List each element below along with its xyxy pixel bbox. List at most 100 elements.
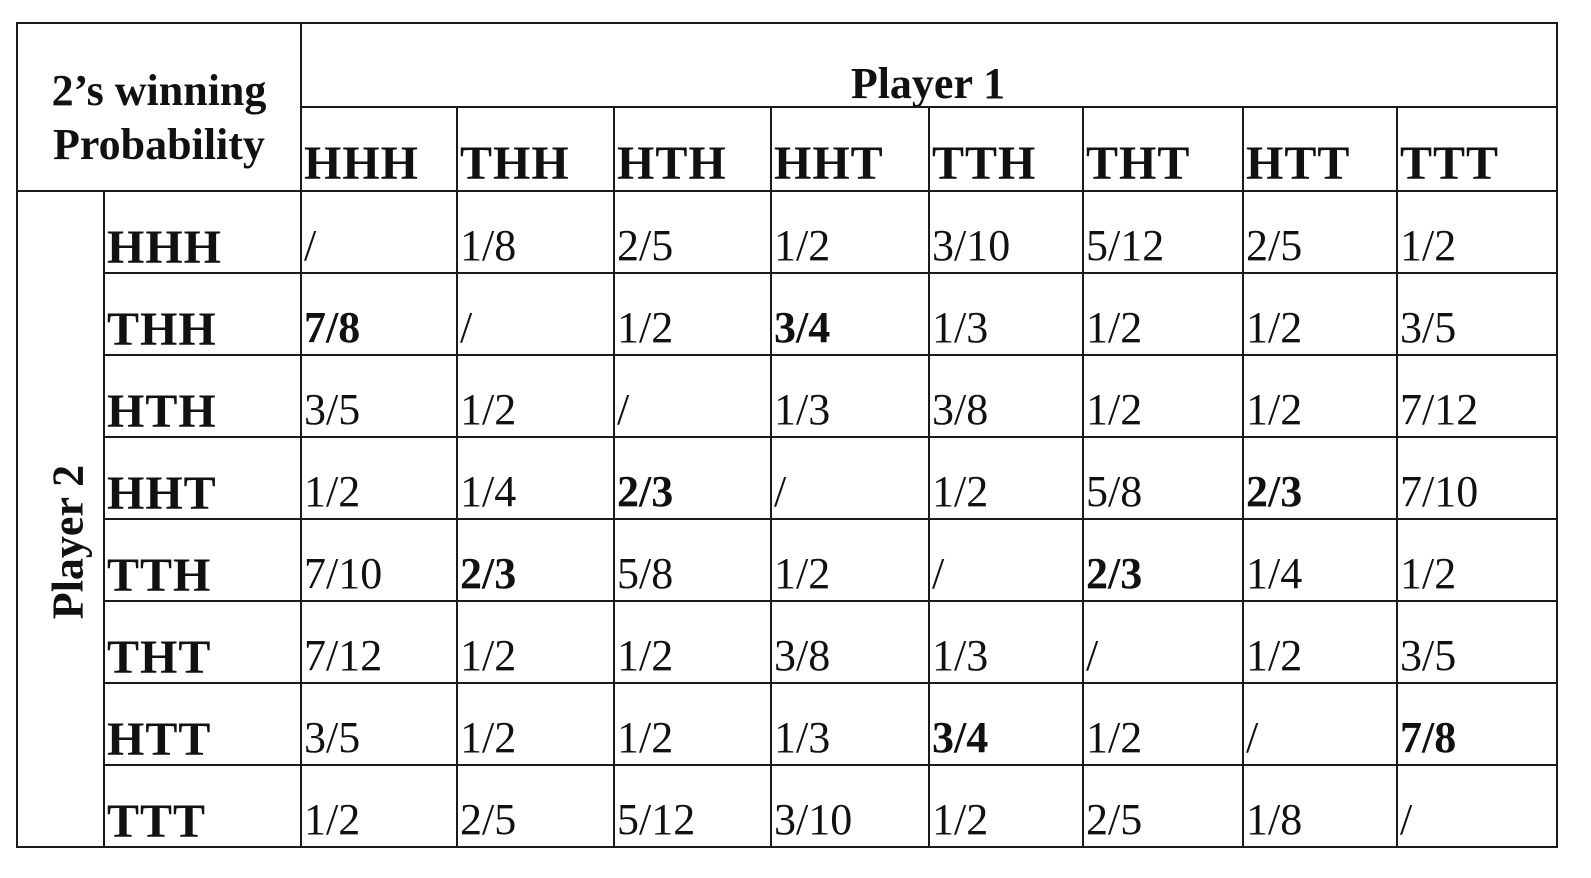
probability-cell: / bbox=[774, 467, 787, 516]
probability-cell: 3/5 bbox=[1400, 303, 1457, 352]
probability-cell: 1/2 bbox=[1400, 549, 1457, 598]
table-border-top bbox=[16, 22, 1558, 24]
row-header-ttt: TTT bbox=[107, 795, 207, 848]
probability-cell: 3/10 bbox=[932, 221, 1011, 270]
probability-cell: 5/8 bbox=[617, 549, 674, 598]
probability-cell: 3/10 bbox=[774, 795, 853, 844]
probability-cell: / bbox=[1086, 631, 1099, 680]
probability-cell: 1/4 bbox=[460, 467, 517, 516]
probability-cell: 7/10 bbox=[304, 549, 383, 598]
probability-cell: 1/2 bbox=[932, 467, 989, 516]
probability-cell: 1/2 bbox=[1086, 713, 1143, 762]
column-divider bbox=[928, 106, 930, 846]
probability-cell: 2/5 bbox=[617, 221, 674, 270]
column-header-tht: THT bbox=[1086, 137, 1191, 190]
probability-cell: 1/2 bbox=[1246, 631, 1303, 680]
row-divider bbox=[103, 436, 1556, 438]
probability-cell: 1/3 bbox=[774, 385, 831, 434]
column-divider bbox=[300, 22, 302, 846]
probability-cell: / bbox=[460, 303, 473, 352]
probability-cell: 1/2 bbox=[932, 795, 989, 844]
column-divider bbox=[1082, 106, 1084, 846]
probability-cell: 1/8 bbox=[460, 221, 517, 270]
column-header-thh: THH bbox=[460, 137, 570, 190]
row-divider bbox=[103, 682, 1556, 684]
probability-cell: 1/8 bbox=[1246, 795, 1303, 844]
probability-cell: 1/3 bbox=[932, 631, 989, 680]
probability-cell: 1/2 bbox=[617, 631, 674, 680]
table-border-bottom bbox=[16, 846, 1558, 848]
row-divider bbox=[103, 518, 1556, 520]
probability-cell: 3/8 bbox=[932, 385, 989, 434]
corner-label-line-1: 2’s winning bbox=[51, 66, 267, 115]
probability-cell: 7/12 bbox=[1400, 385, 1479, 434]
corner-header: 2’s winning Probability bbox=[18, 64, 300, 172]
table-border-right bbox=[1556, 22, 1558, 848]
probability-cell: 2/3 bbox=[1086, 549, 1143, 598]
table-border-left bbox=[16, 22, 18, 848]
column-header-hth: HTH bbox=[617, 137, 727, 190]
column-header-hhh: HHH bbox=[304, 137, 420, 190]
probability-cell: 3/5 bbox=[304, 713, 361, 762]
probability-cell: 3/5 bbox=[1400, 631, 1457, 680]
probability-cell: 1/2 bbox=[617, 303, 674, 352]
probability-cell: 2/5 bbox=[1246, 221, 1303, 270]
probability-cell: 1/2 bbox=[774, 549, 831, 598]
probability-cell: 1/2 bbox=[304, 467, 361, 516]
player2-header: Player 2 bbox=[43, 464, 93, 620]
probability-cell: 3/4 bbox=[774, 303, 831, 352]
probability-cell: 3/5 bbox=[304, 385, 361, 434]
probability-cell: 7/12 bbox=[304, 631, 383, 680]
row-header-tth: TTH bbox=[107, 549, 212, 602]
column-header-tth: TTH bbox=[932, 137, 1037, 190]
row-header-thh: THH bbox=[107, 303, 217, 356]
probability-cell: 2/3 bbox=[460, 549, 517, 598]
column-divider bbox=[770, 106, 772, 846]
probability-cell: 1/2 bbox=[460, 385, 517, 434]
header-bottom-divider bbox=[16, 190, 1556, 192]
row-divider bbox=[103, 354, 1556, 356]
probability-cell: 7/10 bbox=[1400, 467, 1479, 516]
column-header-ttt: TTT bbox=[1400, 137, 1500, 190]
row-divider bbox=[103, 600, 1556, 602]
probability-cell: 1/3 bbox=[774, 713, 831, 762]
corner-label-line-2: Probability bbox=[53, 120, 265, 169]
column-header-htt: HTT bbox=[1246, 137, 1351, 190]
probability-cell: 2/3 bbox=[617, 467, 674, 516]
probability-cell: 1/2 bbox=[304, 795, 361, 844]
probability-cell: 2/5 bbox=[1086, 795, 1143, 844]
probability-cell: 1/2 bbox=[460, 713, 517, 762]
row-divider bbox=[103, 764, 1556, 766]
probability-cell: 3/8 bbox=[774, 631, 831, 680]
column-divider bbox=[1242, 106, 1244, 846]
column-divider bbox=[1396, 106, 1398, 846]
probability-cell: 5/12 bbox=[617, 795, 696, 844]
probability-cell: 7/8 bbox=[1400, 713, 1457, 762]
row-header-tht: THT bbox=[107, 631, 212, 684]
probability-cell: 5/12 bbox=[1086, 221, 1165, 270]
probability-cell: 2/5 bbox=[460, 795, 517, 844]
probability-cell: 1/2 bbox=[460, 631, 517, 680]
probability-table: 2’s winning Probability Player 1 Player … bbox=[16, 22, 1588, 868]
probability-cell: 1/2 bbox=[1246, 303, 1303, 352]
probability-cell: 1/2 bbox=[1400, 221, 1457, 270]
probability-cell: / bbox=[617, 385, 630, 434]
probability-cell: / bbox=[1400, 795, 1413, 844]
probability-cell: / bbox=[932, 549, 945, 598]
probability-cell: 2/3 bbox=[1246, 467, 1303, 516]
column-header-hht: HHT bbox=[774, 137, 884, 190]
probability-cell: 1/2 bbox=[1086, 385, 1143, 434]
probability-cell: 1/4 bbox=[1246, 549, 1303, 598]
probability-cell: / bbox=[304, 221, 317, 270]
row-header-htt: HTT bbox=[107, 713, 212, 766]
player1-header: Player 1 bbox=[850, 59, 1006, 108]
probability-cell: 1/2 bbox=[1246, 385, 1303, 434]
probability-cell: 5/8 bbox=[1086, 467, 1143, 516]
column-divider bbox=[613, 106, 615, 846]
column-divider bbox=[456, 106, 458, 846]
probability-cell: 1/2 bbox=[774, 221, 831, 270]
probability-cell: 1/3 bbox=[932, 303, 989, 352]
row-header-hth: HTH bbox=[107, 385, 217, 438]
row-header-hhh: HHH bbox=[107, 221, 223, 274]
row-divider bbox=[103, 272, 1556, 274]
